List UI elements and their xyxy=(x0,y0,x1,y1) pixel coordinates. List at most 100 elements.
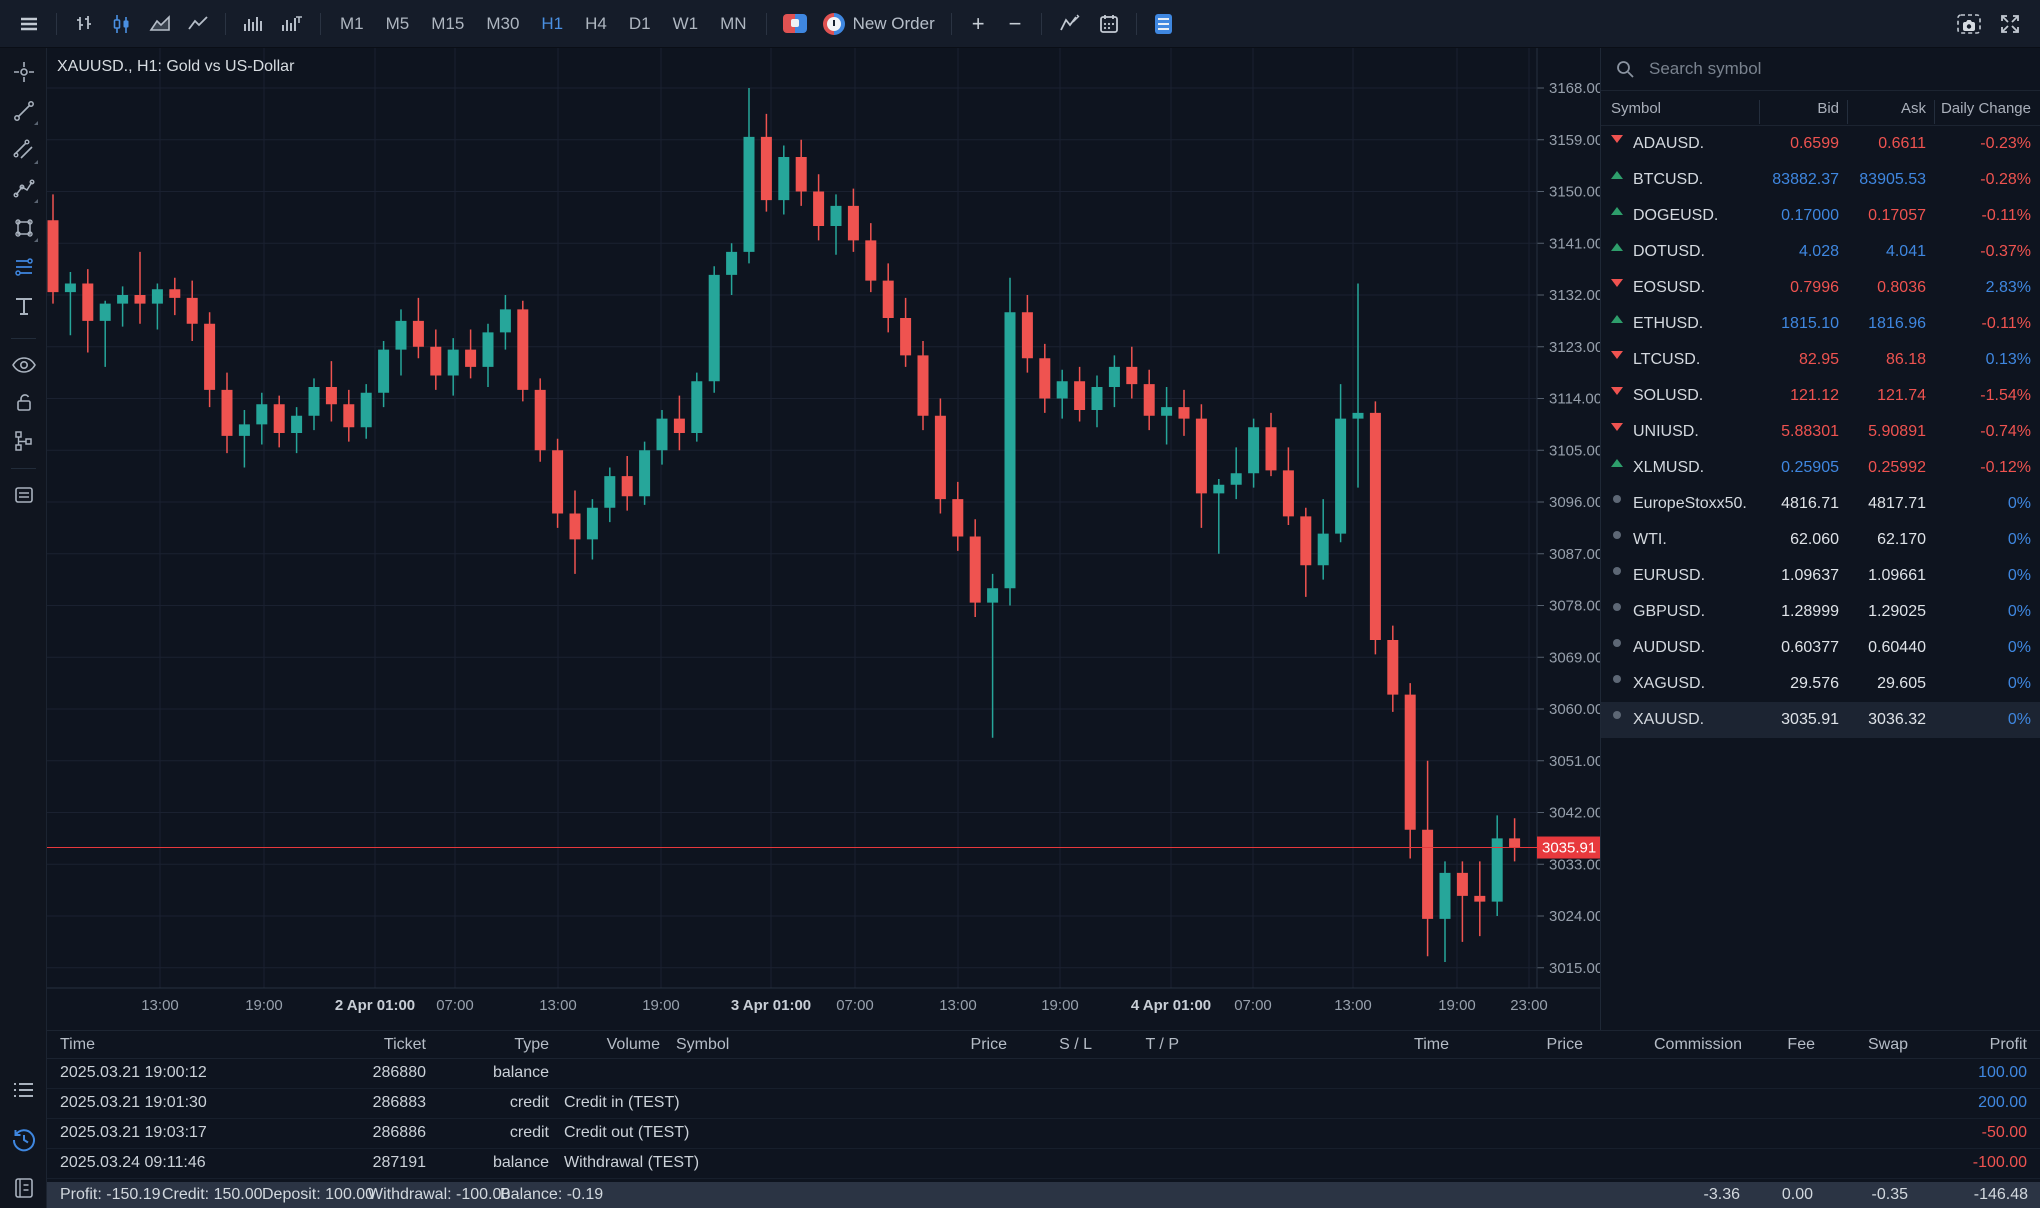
history-column-swap-12[interactable]: Swap xyxy=(1867,1036,1908,1053)
time-axis-label[interactable]: 07:00 xyxy=(436,997,474,1014)
fullscreen-button[interactable] xyxy=(1990,0,2030,48)
watchlist-row-xagusd[interactable]: XAGUSD. 29.576 29.605 0% xyxy=(1601,666,2040,702)
history-column-commission-10[interactable]: Commission xyxy=(1653,1036,1742,1053)
chart-type-bars-button[interactable] xyxy=(65,0,103,48)
time-axis-label[interactable]: 4 Apr 01:00 xyxy=(1131,997,1211,1014)
chart-type-line-button[interactable] xyxy=(179,0,217,48)
timeframe-h1[interactable]: H1 xyxy=(530,0,574,48)
tick-volume-button[interactable] xyxy=(272,0,312,48)
remove-objects-button[interactable] xyxy=(7,478,40,511)
daily-change-value: -1.54% xyxy=(1980,387,2031,404)
watchlist-row-dotusd[interactable]: DOTUSD. 4.028 4.041 -0.37% xyxy=(1601,234,2040,270)
time-axis-label[interactable]: 23:00 xyxy=(1510,997,1548,1014)
zoom-in-button[interactable]: + xyxy=(960,0,997,48)
history-column-profit-13[interactable]: Profit xyxy=(1989,1036,2027,1053)
timeframe-m1[interactable]: M1 xyxy=(329,0,375,48)
time-axis-label[interactable]: 19:00 xyxy=(245,997,283,1014)
watchlist-row-ltcusd[interactable]: LTCUSD. 82.95 86.18 0.13% xyxy=(1601,342,2040,378)
history-column-symbol-4[interactable]: Symbol xyxy=(676,1036,730,1053)
watchlist-row-europestoxx50[interactable]: EuropeStoxx50. 4816.71 4817.71 0% xyxy=(1601,486,2040,522)
watchlist-row-uniusd[interactable]: UNIUSD. 5.88301 5.90891 -0.74% xyxy=(1601,414,2040,450)
watchlist-row-eosusd[interactable]: EOSUSD. 0.7996 0.8036 2.83% xyxy=(1601,270,2040,306)
text-tool-button[interactable] xyxy=(7,289,40,322)
journal-tab-button[interactable] xyxy=(7,1171,40,1204)
history-row[interactable]: 2025.03.21 19:00:12 286880 balance 100.00 xyxy=(0,1059,2040,1089)
history-column-volume-3[interactable]: Volume xyxy=(606,1036,660,1053)
trade-list-icon xyxy=(13,1082,33,1097)
crosshair-tool-button[interactable] xyxy=(7,55,40,88)
zoom-out-button[interactable]: − xyxy=(997,0,1034,48)
history-column-tp-7[interactable]: T / P xyxy=(1145,1036,1180,1053)
object-tree-button[interactable] xyxy=(7,424,40,457)
time-axis-label[interactable]: 07:00 xyxy=(836,997,874,1014)
timeframe-m30[interactable]: M30 xyxy=(475,0,530,48)
watchlist-row-adausd[interactable]: ADAUSD. 0.6599 0.6611 -0.23% xyxy=(1601,126,2040,162)
history-column-price-5[interactable]: Price xyxy=(970,1036,1007,1053)
time-axis-label[interactable]: 13:00 xyxy=(939,997,977,1014)
volume-button[interactable] xyxy=(234,0,272,48)
time-axis-label[interactable]: 19:00 xyxy=(1041,997,1079,1014)
chart-type-area-button[interactable] xyxy=(141,0,179,48)
column-symbol[interactable]: Symbol xyxy=(1611,100,1662,117)
timeframe-w1[interactable]: W1 xyxy=(662,0,710,48)
watchlist-row-xauusd[interactable]: XAUUSD. 3035.91 3036.32 0% xyxy=(1601,702,2040,738)
watchlist-row-solusd[interactable]: SOLUSD. 121.12 121.74 -1.54% xyxy=(1601,378,2040,414)
trade-list-button[interactable] xyxy=(7,1073,40,1106)
watchlist-row-wti[interactable]: WTI. 62.060 62.170 0% xyxy=(1601,522,2040,558)
watchlist-row-xlmusd[interactable]: XLMUSD. 0.25905 0.25992 -0.12% xyxy=(1601,450,2040,486)
show-objects-button[interactable] xyxy=(7,348,40,381)
history-column-type-2[interactable]: Type xyxy=(514,1036,549,1053)
history-panel: Time Ticket Type Volume Symbol Price S / L T / … xyxy=(0,1030,2040,1182)
history-column-price-9[interactable]: Price xyxy=(1546,1036,1583,1053)
history-row[interactable]: 2025.03.21 19:03:17 286886 credit Credit ou… xyxy=(0,1119,2040,1149)
levels-tool-button[interactable] xyxy=(7,250,40,283)
timeframe-h4[interactable]: H4 xyxy=(574,0,618,48)
time-axis-label[interactable]: 07:00 xyxy=(1234,997,1272,1014)
timeframe-m15[interactable]: M15 xyxy=(420,0,475,48)
column-bid[interactable]: Bid xyxy=(1817,100,1839,117)
lock-objects-button[interactable] xyxy=(7,386,40,419)
history-column-ticket-1[interactable]: Ticket xyxy=(383,1036,426,1053)
summary-credit: Credit: 150.00 xyxy=(162,1186,263,1203)
candlestick-chart[interactable]: 3168.00 3159.00 3150.00 3141.00 3132.00 3123.… xyxy=(47,48,1600,1030)
column-daily-change[interactable]: Daily Change xyxy=(1940,100,2031,117)
calendar-button[interactable] xyxy=(1090,0,1128,48)
menu-button[interactable] xyxy=(10,0,48,48)
time-axis-label[interactable]: 2 Apr 01:00 xyxy=(335,997,415,1014)
indicators-button[interactable] xyxy=(1050,0,1090,48)
watchlist-row-gbpusd[interactable]: GBPUSD. 1.28999 1.29025 0% xyxy=(1601,594,2040,630)
depth-of-market-button[interactable] xyxy=(775,0,815,48)
new-order-button[interactable]: New Order xyxy=(815,0,943,48)
history-row[interactable]: 2025.03.21 19:01:30 286883 credit Credit in… xyxy=(0,1089,2040,1119)
time-axis-label[interactable]: 19:00 xyxy=(642,997,680,1014)
history-column-fee-11[interactable]: Fee xyxy=(1787,1036,1815,1053)
time-axis-label[interactable]: 13:00 xyxy=(141,997,179,1014)
symbol-search[interactable]: Search symbol xyxy=(1601,48,2040,90)
timeframe-m5[interactable]: M5 xyxy=(375,0,421,48)
trendline-tool-button[interactable] xyxy=(7,94,40,127)
timeframe-d1[interactable]: D1 xyxy=(618,0,662,48)
history-column-sl-6[interactable]: S / L xyxy=(1059,1036,1092,1053)
screenshot-button[interactable] xyxy=(1948,0,1990,48)
time-axis-label[interactable]: 13:00 xyxy=(1334,997,1372,1014)
shapes-tool-button[interactable] xyxy=(7,211,40,244)
watchlist-row-dogeusd[interactable]: DOGEUSD. 0.17000 0.17057 -0.11% xyxy=(1601,198,2040,234)
watchlist-row-audusd[interactable]: AUDUSD. 0.60377 0.60440 0% xyxy=(1601,630,2040,666)
timeframe-mn[interactable]: MN xyxy=(709,0,757,48)
time-axis-label[interactable]: 19:00 xyxy=(1438,997,1476,1014)
history-column-time-8[interactable]: Time xyxy=(1414,1036,1449,1053)
chart-type-candles-button[interactable] xyxy=(103,0,141,48)
watchlist-row-eurusd[interactable]: EURUSD. 1.09637 1.09661 0% xyxy=(1601,558,2040,594)
history-row[interactable]: 2025.03.24 09:11:46 287191 balance Withdraw… xyxy=(0,1149,2040,1179)
polyline-tool-button[interactable] xyxy=(7,172,40,205)
journal-button[interactable] xyxy=(1145,0,1181,48)
column-ask[interactable]: Ask xyxy=(1900,100,1926,117)
watchlist-row-btcusd[interactable]: BTCUSD. 83882.37 83905.53 -0.28% xyxy=(1601,162,2040,198)
history-column-time-0[interactable]: Time xyxy=(60,1036,95,1053)
history-tab-button[interactable] xyxy=(7,1123,40,1156)
channel-tool-button[interactable] xyxy=(7,133,40,166)
watchlist-row-ethusd[interactable]: ETHUSD. 1815.10 1816.96 -0.11% xyxy=(1601,306,2040,342)
time-axis-label[interactable]: 13:00 xyxy=(539,997,577,1014)
bid-value: 0.60377 xyxy=(1781,639,1839,656)
time-axis-label[interactable]: 3 Apr 01:00 xyxy=(731,997,811,1014)
